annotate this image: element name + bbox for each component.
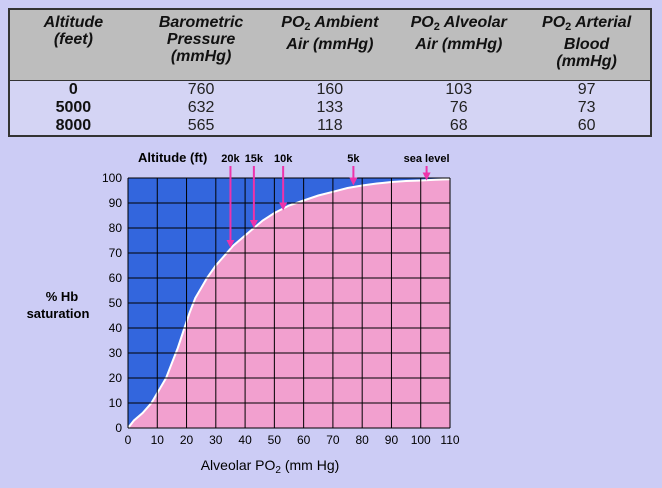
header-line: Barometric (158, 14, 244, 31)
x-axis-label-suffix: (mm Hg) (281, 457, 339, 473)
cell-po2-arterial: 60 (523, 117, 652, 137)
header-line: (feet) (53, 31, 93, 48)
x-tick-label: 0 (125, 433, 132, 447)
x-tick-label: 100 (411, 433, 431, 447)
cell-po2-alveolar: 103 (394, 80, 524, 99)
header-line: Air (mmHg) (286, 36, 374, 53)
table-row: 5000 632 133 76 73 (8, 99, 652, 117)
y-axis-ticks: 0 10 20 30 40 50 60 70 80 90 100 (102, 171, 122, 435)
header-po2-ambient: PO2 Ambient Air (mmHg) (265, 8, 395, 81)
cell-po2-ambient: 133 (265, 99, 395, 117)
header-po2-alveolar: PO2 Alveolar Air (mmHg) (394, 8, 524, 81)
x-tick-label: 110 (440, 433, 459, 447)
x-tick-label: 60 (297, 433, 311, 447)
x-tick-label: 70 (326, 433, 340, 447)
cell-po2-arterial: 97 (523, 80, 652, 99)
cell-po2-alveolar: 68 (394, 117, 524, 137)
header-po2-arterial: PO2 Arterial Blood (mmHg) (523, 8, 652, 81)
altitude-marker-arrowhead (226, 240, 235, 248)
header-line-po2: PO2 Alveolar (410, 14, 507, 33)
altitude-marker-label: 20k (221, 153, 240, 165)
y-tick-label: 60 (109, 271, 123, 285)
header-altitude: Altitude (feet) (8, 8, 137, 81)
table-row: 8000 565 118 68 60 (8, 117, 652, 137)
altitude-table-container: Altitude (feet) Barometric Pressure (mmH… (8, 8, 652, 137)
altitude-marker-label: 5k (347, 153, 360, 165)
altitude-marker-arrowhead (422, 172, 431, 181)
x-tick-label: 40 (238, 433, 252, 447)
y-axis-label-line2: saturation (27, 306, 90, 321)
cell-po2-alveolar: 76 (394, 99, 524, 117)
x-axis-label-sub: 2 (275, 465, 281, 476)
y-tick-label: 80 (109, 221, 123, 235)
cell-altitude: 5000 (8, 99, 137, 117)
y-tick-label: 0 (115, 421, 122, 435)
y-tick-label: 70 (109, 246, 123, 260)
altitude-marker-arrowhead (279, 202, 288, 211)
y-tick-label: 10 (109, 396, 123, 410)
header-line: (mmHg) (170, 48, 232, 65)
y-axis-label-line1: % Hb (46, 289, 79, 304)
cell-po2-arterial: 73 (523, 99, 652, 117)
header-line: Pressure (166, 31, 236, 48)
x-axis-label: Alveolar PO2 (mm Hg) (201, 457, 340, 476)
plot-area (127, 177, 451, 429)
y-tick-label: 40 (109, 321, 123, 335)
cell-pressure: 760 (136, 80, 266, 99)
header-line-po2: PO2 Ambient (281, 14, 379, 33)
altitude-marker-label: sea level (404, 153, 450, 165)
altitude-markers: 20k 15k 10k 5k sea level (221, 153, 450, 248)
header-barometric-pressure: Barometric Pressure (mmHg) (136, 8, 266, 81)
header-line: Altitude (43, 14, 104, 31)
x-tick-label: 10 (151, 433, 165, 447)
cell-po2-ambient: 160 (265, 80, 395, 99)
y-tick-label: 20 (109, 371, 123, 385)
y-tick-label: 90 (109, 196, 123, 210)
cell-po2-ambient: 118 (265, 117, 395, 137)
altitude-marker-label: 10k (274, 153, 293, 165)
area-below-curve (128, 179, 450, 428)
y-tick-label: 30 (109, 346, 123, 360)
table-row: 0 760 160 103 97 (8, 80, 652, 99)
x-tick-label: 50 (268, 433, 282, 447)
cell-pressure: 632 (136, 99, 266, 117)
altitude-axis-label: Altitude (ft) (138, 150, 207, 165)
altitude-table: Altitude (feet) Barometric Pressure (mmH… (8, 8, 652, 137)
header-line: Air (mmHg) (415, 36, 503, 53)
altitude-marker-arrowhead (349, 177, 358, 186)
x-axis-ticks: 0 10 20 30 40 50 60 70 80 90 100 110 (125, 433, 460, 447)
x-tick-label: 80 (356, 433, 370, 447)
cell-altitude: 8000 (8, 117, 137, 137)
altitude-marker-label: 15k (245, 153, 264, 165)
y-tick-label: 50 (109, 296, 123, 310)
cell-pressure: 565 (136, 117, 266, 137)
header-line: (mmHg) (556, 53, 617, 70)
cell-altitude: 0 (8, 80, 137, 99)
table-header-row: Altitude (feet) Barometric Pressure (mmH… (8, 8, 652, 81)
y-tick-label: 100 (102, 171, 122, 185)
x-axis-label-prefix: Alveolar PO (201, 457, 276, 473)
x-tick-label: 30 (209, 433, 223, 447)
dissociation-curve (127, 178, 451, 429)
header-line: Blood (563, 36, 610, 53)
header-line-po2: PO2 Arterial (542, 14, 632, 33)
x-tick-label: 20 (180, 433, 194, 447)
x-tick-label: 90 (385, 433, 399, 447)
altitude-marker-arrowhead (249, 220, 258, 228)
